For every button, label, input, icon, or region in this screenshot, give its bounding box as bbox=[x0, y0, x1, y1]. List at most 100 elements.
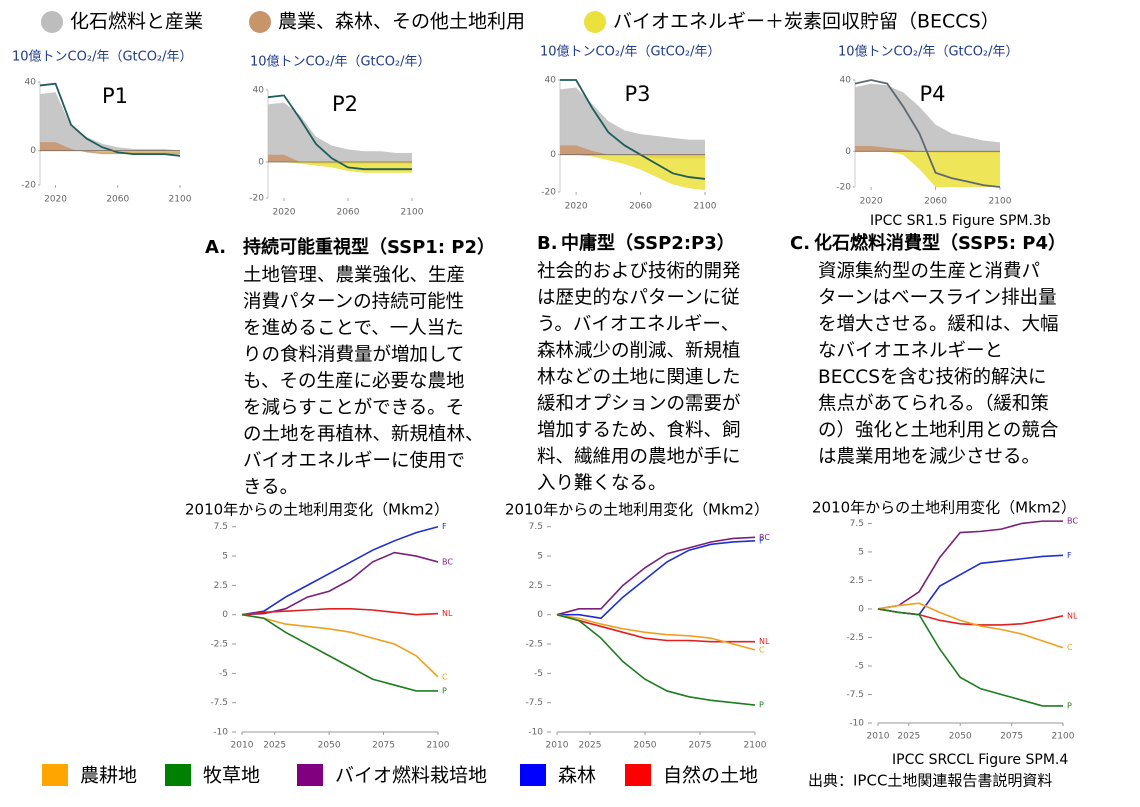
chart-title: P4 bbox=[919, 82, 945, 106]
scenario-text: は農業用地を減少させる。 bbox=[818, 447, 1040, 468]
source-note: IPCC SRCCL Figure SPM.4 bbox=[892, 752, 1068, 768]
x-tick-label: 2100 bbox=[401, 208, 424, 218]
legend-swatch bbox=[41, 11, 63, 33]
x-tick-label: 2010 bbox=[231, 741, 254, 751]
series-line bbox=[556, 613, 756, 651]
series-line bbox=[877, 520, 1063, 610]
series-label: F bbox=[759, 536, 764, 545]
scenario-heading: 化石燃料消費型（SSP5: P4） bbox=[814, 232, 1066, 254]
y-tick-label: 7.5 bbox=[850, 519, 864, 529]
chart-title: 2010年からの土地利用変化（Mkm2） bbox=[185, 501, 449, 519]
y-tick-label: 7.5 bbox=[214, 522, 228, 532]
y-tick-label: -2.5 bbox=[210, 640, 228, 650]
x-tick-label: 2020 bbox=[565, 202, 588, 212]
scenario-letter: A. bbox=[205, 237, 226, 258]
y-tick-label: 5 bbox=[858, 547, 864, 557]
series-line bbox=[556, 613, 755, 643]
legend-label: バイオエネルギー＋炭素回収貯留（BECCS） bbox=[613, 11, 1000, 33]
legend-swatch bbox=[42, 764, 68, 786]
x-tick-label: 2020 bbox=[44, 195, 67, 205]
series-label: BC bbox=[1067, 517, 1078, 526]
legend-label: 農耕地 bbox=[80, 765, 137, 787]
y-tick-label: 0 bbox=[537, 610, 543, 620]
x-tick-label: 2010 bbox=[546, 741, 569, 751]
scenario-text: を増大させる。緩和は、大幅 bbox=[818, 314, 1059, 335]
y-tick-label: -5 bbox=[219, 669, 228, 679]
series-label: C bbox=[1067, 643, 1073, 652]
x-tick-label: 2100 bbox=[169, 195, 192, 205]
y-tick-label: -7.5 bbox=[525, 698, 543, 708]
series-line bbox=[241, 613, 439, 678]
axis-unit: 10億トンCO₂/年（GtCO₂/年） bbox=[838, 44, 1019, 60]
scenario-text: 資源集約型の生産と消費パ bbox=[818, 261, 1040, 282]
y-tick-label: 0 bbox=[845, 147, 851, 157]
area bbox=[268, 102, 412, 162]
series-label: P bbox=[759, 701, 764, 710]
legend-label: 自然の土地 bbox=[663, 765, 758, 787]
x-tick-label: 2100 bbox=[989, 197, 1012, 207]
area bbox=[268, 162, 412, 173]
series-line bbox=[556, 536, 756, 616]
legend-swatch bbox=[297, 764, 323, 786]
y-tick-label: -2.5 bbox=[846, 633, 864, 643]
y-tick-label: 40 bbox=[840, 76, 852, 86]
y-tick-label: 5 bbox=[537, 552, 543, 562]
x-tick-label: 2050 bbox=[634, 741, 657, 751]
scenario-text: 増加するため、食料、飼 bbox=[537, 420, 741, 441]
y-tick-label: 0 bbox=[222, 610, 228, 620]
x-tick-label: 2025 bbox=[897, 732, 920, 742]
y-tick-label: 0 bbox=[30, 146, 36, 156]
scenario-letter: C. bbox=[790, 233, 810, 254]
x-tick-label: 2075 bbox=[372, 741, 395, 751]
chart-title: P2 bbox=[332, 92, 358, 116]
axis-unit: 10億トンCO₂/年（GtCO₂/年） bbox=[250, 54, 431, 70]
series-label: F bbox=[1067, 551, 1072, 560]
series-line bbox=[877, 608, 1063, 707]
series-label: BC bbox=[442, 557, 453, 566]
axis-unit: 10億トンCO₂/年（GtCO₂/年） bbox=[12, 49, 193, 65]
scenario-text: ターンはベースライン排出量 bbox=[818, 288, 1057, 309]
area bbox=[560, 154, 705, 191]
series-label: NL bbox=[759, 637, 770, 646]
scenario-text: バイオエネルギーに使用で bbox=[243, 451, 465, 472]
source-note: 出典：IPCC土地関連報告書説明資料 bbox=[808, 772, 1052, 790]
y-tick-label: -10 bbox=[528, 728, 543, 738]
scenario-text: 焦点があてられる。（緩和策 bbox=[818, 394, 1049, 415]
scenario-text: う。バイオエネルギー、 bbox=[537, 314, 739, 335]
y-tick-label: 2.5 bbox=[214, 581, 228, 591]
y-tick-label: -20 bbox=[541, 188, 556, 198]
legend-swatch bbox=[520, 764, 546, 786]
series-label: F bbox=[442, 522, 447, 531]
area bbox=[855, 151, 1000, 187]
scenario-text: なバイオエネルギーと bbox=[818, 341, 1003, 362]
x-tick-label: 2025 bbox=[263, 741, 286, 751]
scenario-text: の）強化と土地利用との競合 bbox=[818, 420, 1058, 441]
scenario-letter: B. bbox=[537, 233, 558, 254]
scenario-text: 入り難くなる。 bbox=[537, 473, 667, 494]
series-line bbox=[241, 525, 439, 616]
y-tick-label: -10 bbox=[849, 719, 864, 729]
scenario-text: 料、繊維用の農地が手に bbox=[537, 447, 741, 468]
chart-title: P1 bbox=[102, 84, 128, 108]
x-tick-label: 2060 bbox=[106, 195, 129, 205]
y-tick-label: -5 bbox=[855, 661, 864, 671]
x-tick-label: 2100 bbox=[744, 741, 767, 751]
y-tick-label: 40 bbox=[545, 76, 557, 86]
y-tick-label: 0 bbox=[858, 604, 864, 614]
series-label: NL bbox=[1067, 611, 1078, 620]
net-line bbox=[854, 79, 1001, 188]
series-line bbox=[241, 608, 439, 616]
area bbox=[40, 150, 180, 153]
y-tick-label: -20 bbox=[21, 181, 36, 191]
series-label: BC bbox=[759, 533, 770, 542]
x-tick-label: 2060 bbox=[629, 202, 652, 212]
y-tick-label: 2.5 bbox=[850, 576, 864, 586]
legend-swatch bbox=[625, 764, 651, 786]
series-label: NL bbox=[442, 609, 453, 618]
chart-title: P3 bbox=[624, 82, 650, 106]
scenario-text: も、その生産に必要な農地 bbox=[243, 371, 464, 392]
y-tick-label: -5 bbox=[534, 669, 543, 679]
scenario-text: 森林減少の削減、新規植 bbox=[537, 341, 741, 362]
